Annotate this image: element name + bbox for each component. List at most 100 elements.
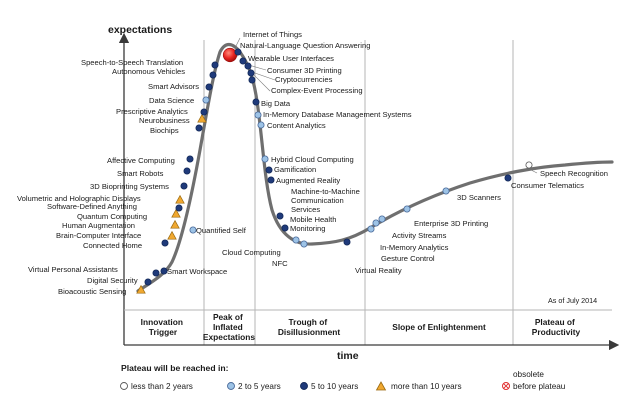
label-activity-streams: Activity Streams [392,231,447,240]
marker-biochips [195,124,203,132]
label-3d-bioprinting-systems: 3D Bioprinting Systems [90,182,169,191]
marker-nfc [300,240,308,248]
label-in-memory-database-management-systems: In-Memory Database Management Systems [263,110,412,119]
marker-volumetric-and-holographic-displays [175,194,185,204]
marker-mobile-health-monitoring [281,224,289,232]
marker-natural-language-question-answering [234,48,242,56]
label-3d-scanners: 3D Scanners [457,193,501,202]
label-smart-workspace: Smart Workspace [167,267,227,276]
legend-item-5to10: 5 to 10 years [300,382,358,391]
marker-consumer-3d-printing [244,62,252,70]
marker-gesture-control [367,225,375,233]
marker-software-defined-anything [175,204,183,212]
phase-label-slope: Slope of Enlightenment [392,322,486,332]
marker-brain-computer-interface [167,230,177,240]
marker-augmented-reality [267,176,275,184]
marker-cloud-computing [292,236,300,244]
label-bioacoustic-sensing: Bioacoustic Sensing [58,287,126,296]
marker-smart-advisors [205,83,213,91]
label-enterprise-3d-printing: Enterprise 3D Printing [414,219,488,228]
marker-in-memory-analytics [372,219,380,227]
label-in-memory-analytics: In-Memory Analytics [380,243,449,252]
marker-neurobusiness [197,113,207,123]
marker-internet-of-things [222,47,238,63]
label-natural-language-question-answering: Natural-Language Question Answering [240,41,370,50]
phase-label-plateau: Plateau of Productivity [532,317,581,337]
marker-affective-computing [186,155,194,163]
label-augmented-reality: Augmented Reality [276,176,340,185]
marker-hybrid-cloud-computing [261,155,269,163]
label-consumer-3d-printing: Consumer 3D Printing [267,66,342,75]
marker-bioacoustic-sensing [136,284,146,294]
marker-activity-streams [378,215,386,223]
marker-virtual-reality [343,238,351,246]
label-big-data: Big Data [261,99,291,108]
legend-marker [300,382,308,390]
y-axis-title: expectations [108,24,172,36]
obsolete-cross [503,383,509,389]
legend-item-2to5: 2 to 5 years [227,382,281,391]
marker-data-science [202,96,210,104]
label-digital-security: Digital Security [87,276,138,285]
label-nfc: NFC [272,259,288,268]
phase-labels: Innovation Trigger Peak of Inflated Expe… [141,312,581,342]
marker-connected-home [161,239,169,247]
legend-title: Plateau will be reached in: [121,363,229,373]
label-content-analytics: Content Analytics [267,121,326,130]
marker-wearable-user-interfaces [239,57,247,65]
marker-smart-workspace [160,267,168,275]
label-quantified-self: Quantified Self [196,226,247,235]
marker-gamification [265,166,273,174]
marker-consumer-telematics [504,174,512,182]
marker-human-augmentation [170,219,180,229]
label-affective-computing: Affective Computing [107,156,175,165]
label-mobile-health-monitoring: Mobile Health Monitoring [290,215,336,233]
label-volumetric-and-holographic-displays: Volumetric and Holographic Displays [17,194,141,203]
marker-enterprise-3d-printing [403,205,411,213]
legend-label: obsolete [513,370,544,379]
phase-label-peak: Peak of Inflated Expectations [203,312,255,342]
legend-label: more than 10 years [391,382,462,391]
label-human-augmentation: Human Augmentation [62,221,135,230]
label-machine-to-machine-communication-services: Machine-to-Machine Communication Services [291,187,360,214]
technology-markers [136,47,533,294]
label-prescriptive-analytics: Prescriptive Analytics [116,107,188,116]
legend-label: 5 to 10 years [311,382,358,391]
label-software-defined-anything: Software-Defined Anything [47,202,137,211]
label-smart-advisors: Smart Advisors [148,82,199,91]
marker-complex-event-processing [248,76,256,84]
marker-quantum-computing [171,208,181,218]
label-brain-computer-interface: Brain-Computer Interface [56,231,141,240]
legend-item-lt2: less than 2 years [120,382,193,391]
marker-machine-to-machine-communication-services [276,212,284,220]
marker-3d-scanners [442,187,450,195]
label-wearable-user-interfaces: Wearable User Interfaces [248,54,334,63]
hype-curve [136,42,614,293]
legend-label: less than 2 years [131,382,193,391]
label-consumer-telematics: Consumer Telematics [511,181,584,190]
legend: Plateau will be reached in: less than 2 … [120,363,566,391]
legend-marker [227,382,235,390]
marker-digital-security [144,278,152,286]
phase-label-innovation-trigger: Innovation Trigger [141,317,186,337]
marker-in-memory-database-management-systems [254,111,262,119]
marker-3d-bioprinting-systems [180,182,188,190]
label-gesture-control: Gesture Control [381,254,435,263]
label-hybrid-cloud-computing: Hybrid Cloud Computing [271,155,354,164]
technology-labels: Bioacoustic Sensing Digital Security Virtu… [17,30,608,296]
label-virtual-personal-assistants: Virtual Personal Assistants [28,265,118,274]
label-neurobusiness: Neurobusiness [139,116,190,125]
label-virtual-reality: Virtual Reality [355,266,402,275]
label-cloud-computing: Cloud Computing [222,248,281,257]
label-quantum-computing: Quantum Computing [77,212,147,221]
legend-marker [375,381,387,391]
label-speech-recognition: Speech Recognition [540,169,608,178]
label-cryptocurrencies: Cryptocurrencies [275,75,333,84]
label-biochips: Biochips [150,126,179,135]
label-speech-to-speech-translation: Speech-to-Speech Translation [81,58,183,67]
legend-marker [120,382,128,390]
marker-smart-robots [183,167,191,175]
legend-label: before plateau [513,382,566,391]
marker-cryptocurrencies [247,69,255,77]
